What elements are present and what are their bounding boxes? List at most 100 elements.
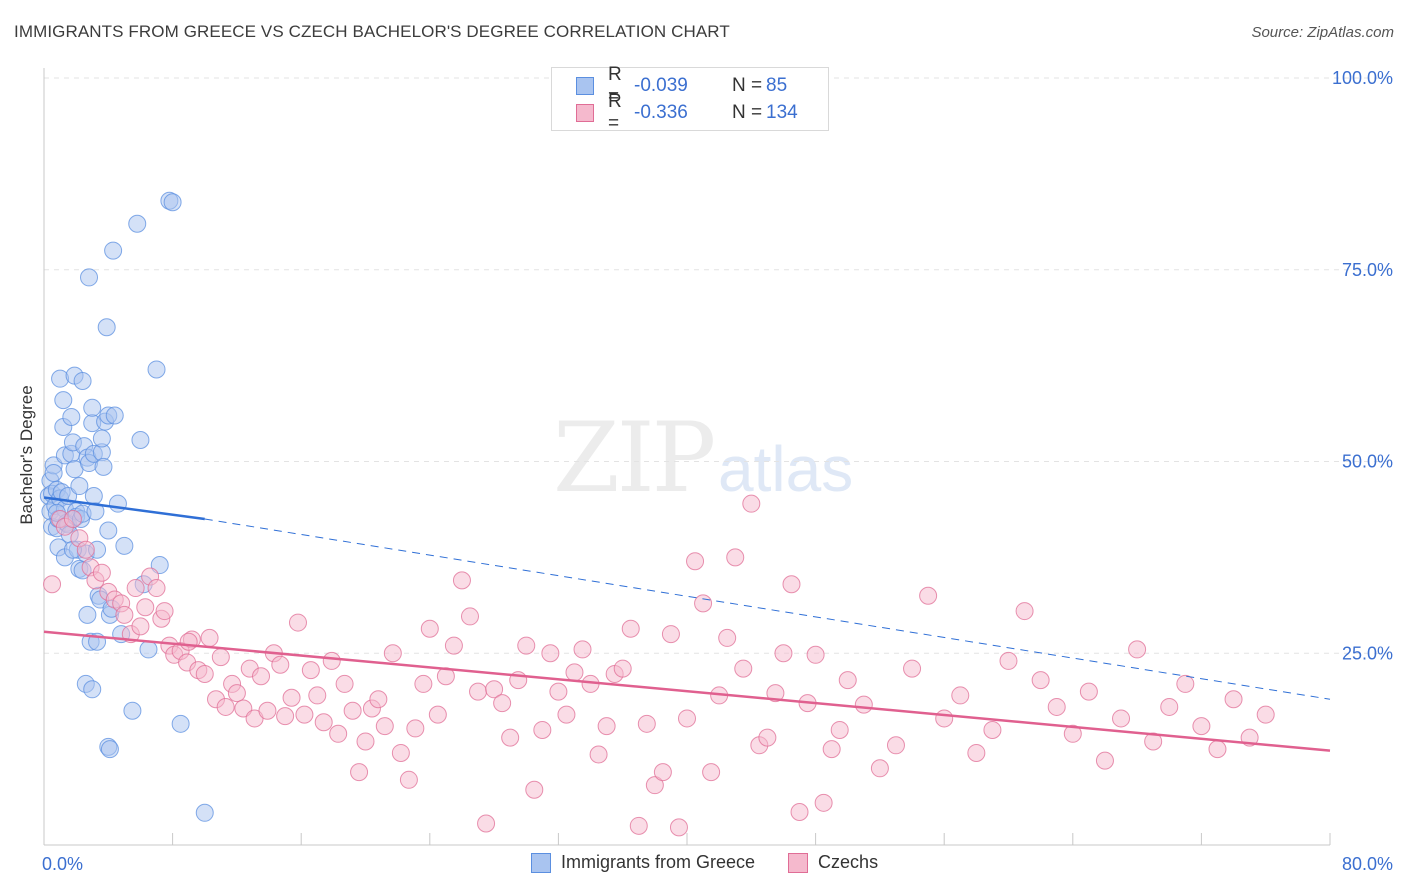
czechs-point [1031,671,1050,690]
greece-point [83,680,102,699]
czechs-point [533,720,552,739]
source-label: Source: ZipAtlas.com [1251,24,1394,41]
czechs-point [613,659,632,678]
czechs-point [661,625,680,644]
greece-legend-swatch [531,852,551,873]
czechs-point [195,664,214,683]
czechs-point [589,745,608,764]
czechs-point [485,680,504,699]
n-label: N = [732,102,763,123]
czechs-point [383,644,402,663]
greece-point [139,640,158,659]
czechs-point [637,714,656,733]
czechs-legend-label: Czechs [818,852,879,872]
czechs-point [308,686,327,705]
czechs-point [718,628,737,647]
greece-point [195,803,214,822]
watermark-atlas: atlas [718,433,854,505]
czechs-point [838,671,857,690]
czechs-point [252,667,271,686]
greece-point [86,502,105,521]
czechs-point [420,619,439,638]
czechs-point [329,724,348,743]
czechs-point [43,575,62,594]
czechs-point [935,709,954,728]
czechs-point [1176,674,1195,693]
czechs-point [460,607,479,626]
czechs-point [806,645,825,664]
greece-point [147,360,166,379]
czechs-point [211,648,230,667]
legend-row-czechs: R = -0.336 N = 134 [576,91,798,134]
greece-point [123,701,142,720]
greece-point [104,241,123,260]
greece-point [108,494,127,513]
czechs-point [350,763,369,782]
greece-point [105,406,124,425]
series-legend: Immigrants from Greece Czechs [531,852,911,873]
czechs-point [597,717,616,736]
czechs-trend-line [43,630,1331,752]
czechs-point [234,699,253,718]
czechs-point [399,770,418,789]
greece-point [83,398,102,417]
czechs-point [1079,682,1098,701]
czechs-point [983,720,1002,739]
greece-point [92,429,111,448]
watermark-zip: ZIP [553,402,716,514]
greece-point [54,391,73,410]
legend-item-czechs[interactable]: Czechs [788,852,878,873]
czechs-point [678,709,696,728]
czechs-point [742,494,761,513]
czechs-point [92,563,111,582]
czechs-point [369,690,388,709]
czechs-point [790,803,809,822]
czechs-point [886,736,905,755]
czechs-point [147,579,166,598]
czechs-point [136,598,155,617]
czechs-point [126,579,145,598]
greece-trend-line [43,496,205,521]
czechs-point [726,548,745,567]
czechs-point [854,695,873,714]
n-value: 85 [766,75,788,96]
czechs-point [63,510,82,529]
czechs-point [1144,732,1163,751]
czechs-point [822,740,841,759]
greece-point [80,268,99,287]
greece-point [163,193,182,212]
greece-point [97,318,116,337]
czechs-point [999,651,1018,670]
greece-point [131,431,150,450]
czechs-point [814,793,833,812]
czechs-point [1128,640,1147,659]
czechs-point [1160,697,1179,716]
x-tick-label: 80.0% [1342,854,1393,874]
czechs-point [444,636,463,655]
r-label: R = [608,91,622,134]
czechs-point [391,743,410,762]
czechs-point [406,719,425,738]
y-tick-label: 50.0% [1342,452,1393,472]
czechs-point [356,732,375,751]
czechs-swatch [576,104,594,122]
czechs-point [258,701,277,720]
czechs-point [653,763,672,782]
czechs-point [1015,602,1034,621]
czechs-point [830,720,849,739]
czechs-point [314,713,333,732]
czechs-point [322,651,341,670]
czechs-point [565,663,584,682]
czechs-point [1208,740,1227,759]
legend-item-greece[interactable]: Immigrants from Greece [531,852,755,873]
czechs-point [343,701,362,720]
czechs-legend-swatch [788,852,809,873]
stats-legend: R = -0.039 N = 85 R = -0.336 N = 134 [551,64,829,134]
czechs-point [702,763,721,782]
greece-point [171,714,190,733]
czechs-point [919,586,938,605]
czechs-point [276,707,295,726]
czechs-point [1256,705,1275,724]
greece-point [115,536,134,555]
